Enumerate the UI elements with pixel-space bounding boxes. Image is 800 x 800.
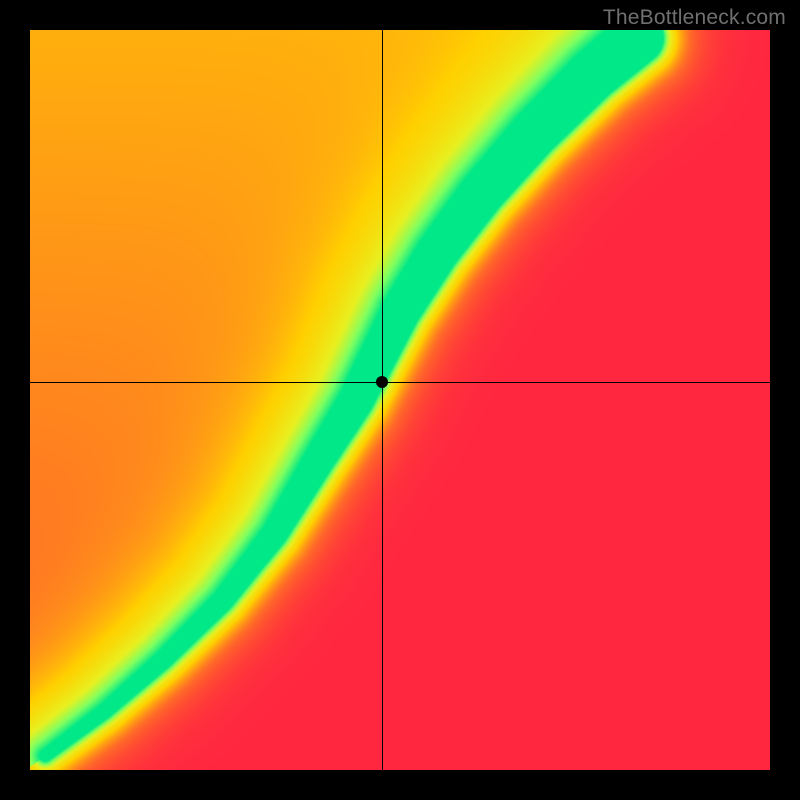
crosshair-vertical xyxy=(382,30,383,770)
watermark-text: TheBottleneck.com xyxy=(603,6,786,30)
chart-container: TheBottleneck.com xyxy=(0,0,800,800)
crosshair-horizontal xyxy=(30,382,770,383)
center-marker xyxy=(376,376,388,388)
heatmap-canvas xyxy=(30,30,770,770)
plot-area xyxy=(30,30,770,770)
